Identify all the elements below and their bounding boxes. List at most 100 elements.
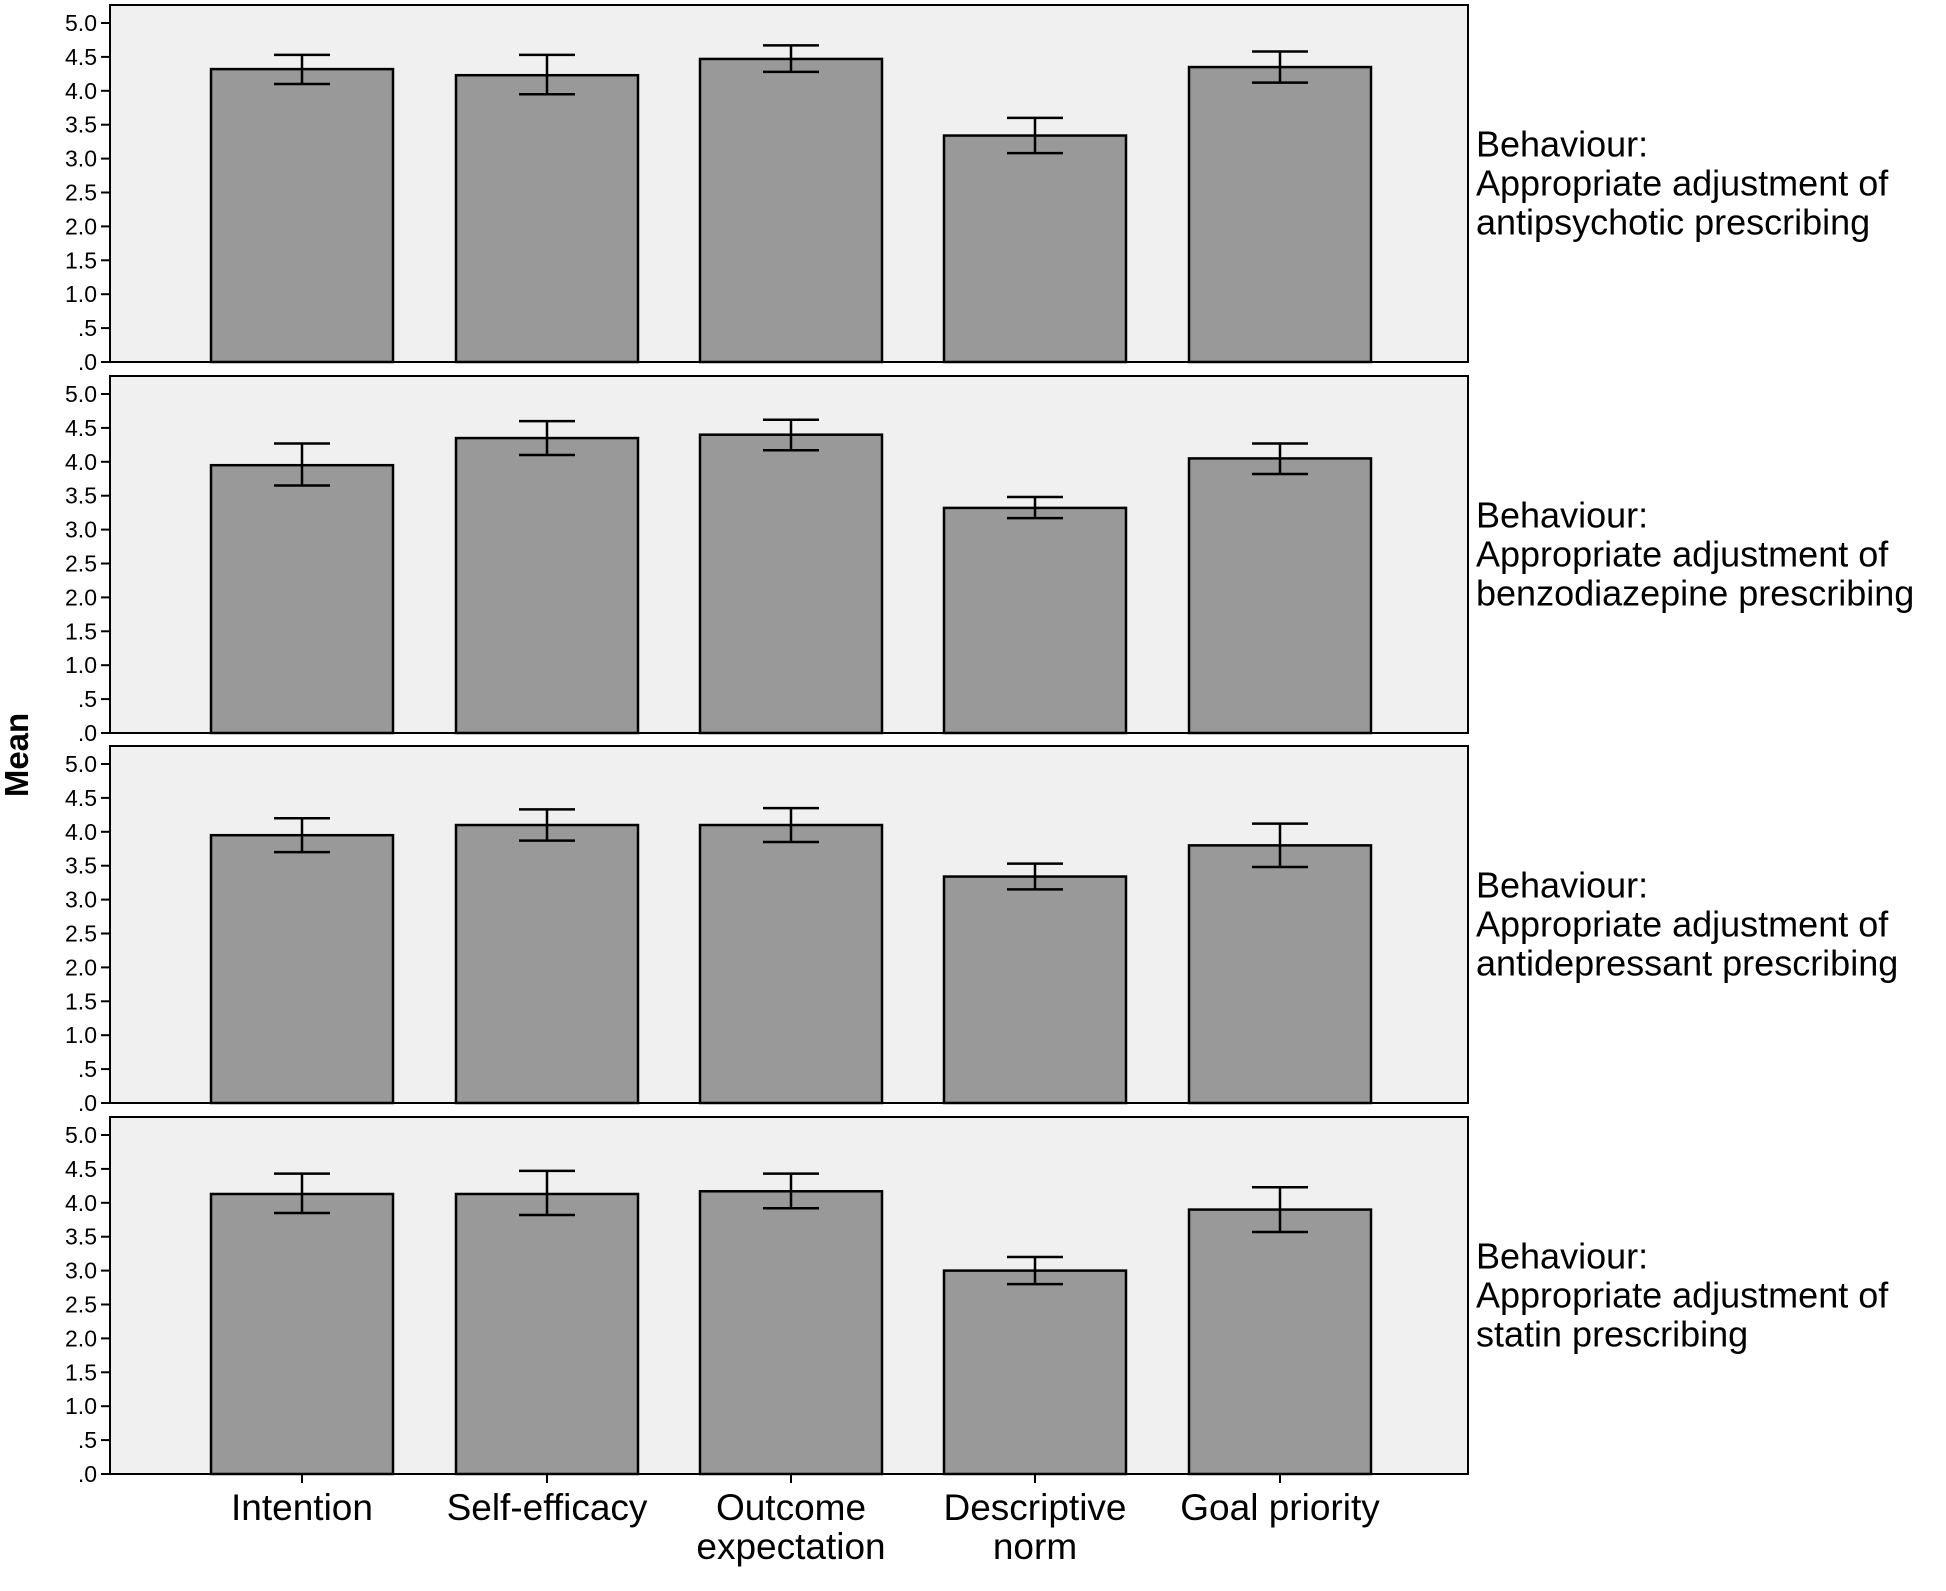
y-tick-label: .5 (78, 1056, 97, 1082)
x-tick-label-line: norm (993, 1526, 1077, 1567)
error-bar (519, 808, 575, 842)
y-tick-label: 2.0 (65, 584, 97, 610)
panel-label-line: Appropriate adjustment of (1476, 904, 1889, 945)
y-tick-label: 1.5 (65, 988, 97, 1014)
bar (454, 1192, 640, 1476)
x-tick-label-line: Self-efficacy (447, 1487, 648, 1528)
panel-label-line: Behaviour: (1476, 1236, 1648, 1277)
x-tick-label-line: Goal priority (1180, 1487, 1380, 1528)
panel: .0 .5 1.0 1.5 2.0 2.5 3.0 3.5 4.0 4.5 5.0 Behaviour… (65, 1116, 1889, 1487)
y-tick-label: 2.5 (65, 921, 97, 947)
x-tick-label-line: Intention (231, 1487, 373, 1528)
y-tick-label: 4.0 (65, 1190, 97, 1216)
y-tick-label: .5 (78, 315, 97, 341)
panel-label-line: Behaviour: (1476, 865, 1648, 906)
error-bar (1252, 50, 1308, 84)
y-tick-label: 4.5 (65, 785, 97, 811)
bar (209, 67, 395, 364)
y-tick-label: 4.5 (65, 415, 97, 441)
y-axis-title: Mean (0, 713, 35, 797)
panel-label: Behaviour: Appropriate adjustment of benzo… (1476, 495, 1914, 614)
error-bar (1007, 495, 1063, 520)
y-tick-label: 5.0 (65, 10, 97, 36)
error-bar (763, 1172, 819, 1210)
x-tick-label: Descriptive norm (944, 1487, 1127, 1567)
x-tick-label: Intention (231, 1487, 373, 1528)
error-bar (763, 418, 819, 452)
y-tick-label: 1.0 (65, 281, 97, 307)
y-tick-label: 5.0 (65, 381, 97, 407)
y-tick-label: 2.5 (65, 180, 97, 206)
y-tick-label: .5 (78, 686, 97, 712)
y-tick-label: 2.0 (65, 1325, 97, 1351)
panel-label-line: Appropriate adjustment of (1476, 163, 1889, 204)
error-bar (1007, 116, 1063, 155)
y-tick-label: 1.0 (65, 1022, 97, 1048)
y-tick-label: 3.0 (65, 146, 97, 172)
error-bar (519, 1169, 575, 1217)
error-bar (274, 1172, 330, 1215)
y-tick-label: 1.5 (65, 247, 97, 273)
error-bar (763, 806, 819, 844)
panel-label-line: Appropriate adjustment of (1476, 534, 1889, 575)
bar (1187, 1208, 1373, 1476)
y-tick-label: 4.0 (65, 78, 97, 104)
bar (1187, 844, 1373, 1105)
bar (209, 1192, 395, 1476)
x-tick-label: Self-efficacy (447, 1487, 648, 1528)
panel-label-line: antidepressant prescribing (1476, 943, 1898, 984)
y-tick-label: 4.0 (65, 819, 97, 845)
error-bar (763, 44, 819, 74)
y-tick-label: 3.0 (65, 517, 97, 543)
panel-label-line: Appropriate adjustment of (1476, 1275, 1889, 1316)
bar (942, 875, 1128, 1105)
error-bar (1007, 1255, 1063, 1286)
y-tick-label: 4.0 (65, 449, 97, 475)
y-tick-label: 3.5 (65, 112, 97, 138)
y-tick-label: 3.5 (65, 483, 97, 509)
y-tick-label: 1.0 (65, 1393, 97, 1419)
error-bar (274, 442, 330, 487)
bar (209, 463, 395, 735)
panel-label-line: statin prescribing (1476, 1314, 1748, 1355)
x-tick-label-line: expectation (696, 1526, 885, 1567)
y-tick-label: 2.5 (65, 1292, 97, 1318)
y-tick-label: 3.5 (65, 1224, 97, 1250)
panel-label-line: Behaviour: (1476, 124, 1648, 165)
panel: .0 .5 1.0 1.5 2.0 2.5 3.0 3.5 4.0 4.5 5.0 Behaviour… (65, 745, 1898, 1116)
y-tick-label: .0 (78, 1090, 97, 1116)
bar (698, 1190, 884, 1476)
y-tick-label: 2.5 (65, 551, 97, 577)
y-tick-label: .0 (78, 1461, 97, 1487)
y-tick-label: 5.0 (65, 751, 97, 777)
bar (454, 73, 640, 364)
error-bar (1252, 822, 1308, 869)
y-tick-label: 4.5 (65, 1156, 97, 1182)
bar (698, 823, 884, 1105)
panel-label-line: benzodiazepine prescribing (1476, 573, 1914, 614)
bar (698, 433, 884, 735)
y-tick-label: 1.5 (65, 1359, 97, 1385)
error-bar (274, 816, 330, 854)
error-bar (1007, 862, 1063, 891)
y-tick-label: .5 (78, 1427, 97, 1453)
y-tick-label: 3.0 (65, 887, 97, 913)
error-bar (1252, 442, 1308, 476)
y-tick-label: 5.0 (65, 1122, 97, 1148)
bar (698, 57, 884, 364)
y-tick-label: 3.0 (65, 1258, 97, 1284)
y-tick-label: 2.0 (65, 954, 97, 980)
panel-label-line: Behaviour: (1476, 495, 1648, 536)
bar (942, 506, 1128, 735)
y-tick-label: .0 (78, 720, 97, 746)
error-bar (1252, 1185, 1308, 1234)
error-bar (274, 53, 330, 86)
y-tick-label: 3.5 (65, 853, 97, 879)
bar (942, 134, 1128, 364)
panel-label: Behaviour: Appropriate adjustment of antid… (1476, 865, 1898, 984)
bar (1187, 65, 1373, 364)
panel: .0 .5 1.0 1.5 2.0 2.5 3.0 3.5 4.0 4.5 5.0 Behaviour… (65, 4, 1889, 375)
panel-label-line: antipsychotic prescribing (1476, 202, 1870, 243)
